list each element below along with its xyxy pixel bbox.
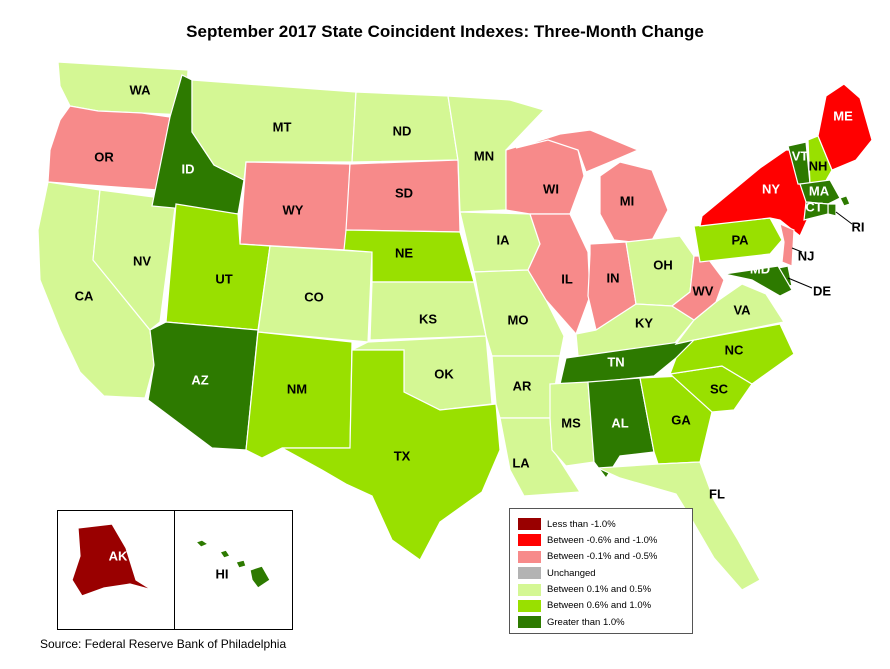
legend-swatch [518,567,541,580]
state-label-wv: WV [693,283,714,298]
state-label-nc: NC [725,342,744,357]
state-label-sd: SD [395,185,413,200]
legend-item: Greater than 1.0% [518,614,684,630]
state-label-wy: WY [283,202,304,217]
state-label-ky: KY [635,315,653,330]
state-nh [807,135,833,185]
state-nj [779,222,795,267]
state-ma [799,179,841,205]
state-label-nh: NH [809,158,828,173]
legend-label: Less than -1.0% [547,518,616,530]
inset-divider [174,510,175,630]
state-me [817,83,873,171]
state-label-az: AZ [191,372,208,387]
state-label-il: IL [561,271,573,286]
state-ny [699,149,809,237]
source-note: Source: Federal Reserve Bank of Philadel… [40,637,287,651]
legend-label: Greater than 1.0% [547,616,625,628]
state-label-nj: NJ [798,248,815,263]
state-md [723,265,793,297]
legend-label: Between -0.6% and -1.0% [547,534,658,546]
state-label-ca: CA [75,288,94,303]
state-label-al: AL [611,415,628,430]
state-label-mo: MO [508,312,529,327]
state-tx [281,349,501,561]
state-label-me: ME [833,108,853,123]
state-label-tx: TX [394,448,411,463]
state-label-vt: VT [792,148,809,163]
state-label-ri: RI [852,219,865,234]
state-label-va: VA [733,302,751,317]
state-wv [670,255,725,321]
state-or [47,105,171,191]
state-label-ak: AK [109,548,128,563]
legend-label: Between 0.1% and 0.5% [547,584,652,596]
state-label-ok: OK [434,366,454,381]
inset-frame [57,510,293,630]
state-label-wi: WI [543,181,559,196]
state-label-or: OR [94,149,114,164]
leader-line-ri [835,211,853,225]
state-label-ny: NY [762,181,780,196]
state-fl [597,461,761,591]
state-wi [505,137,585,215]
state-label-ia: IA [497,232,511,247]
legend-swatch [518,583,541,596]
legend-item: Between 0.1% and 0.5% [518,582,684,598]
state-ak [71,523,153,597]
legend-item: Less than -1.0% [518,516,684,532]
legend-label: Between -0.1% and -0.5% [547,551,658,563]
state-mi [515,129,669,245]
state-label-ga: GA [671,412,691,427]
state-label-id: ID [182,161,195,176]
state-ct [803,201,829,221]
state-label-sc: SC [710,381,729,396]
state-label-hi: HI [216,566,229,581]
legend-swatch [518,550,541,563]
legend-item: Unchanged [518,565,684,581]
map-title: September 2017 State Coincident Indexes:… [186,22,704,41]
state-label-ar: AR [513,378,532,393]
state-label-oh: OH [653,257,673,272]
legend-swatch [518,599,541,612]
state-label-ne: NE [395,245,413,260]
leader-line-nj [791,247,803,253]
state-ma-part [839,189,851,207]
state-label-la: LA [512,455,530,470]
state-label-ms: MS [561,415,581,430]
state-label-ct: CT [805,199,822,214]
state-label-ks: KS [419,311,437,326]
legend-item: Between -0.1% and -0.5% [518,549,684,565]
state-label-de: DE [813,283,831,298]
state-label-ut: UT [215,271,232,286]
state-ri [827,203,837,217]
state-label-mt: MT [273,119,292,134]
legend-swatch [518,518,541,530]
state-label-nv: NV [133,253,151,268]
state-label-co: CO [304,289,324,304]
state-label-nd: ND [393,123,412,138]
legend-label: Between 0.6% and 1.0% [547,600,652,612]
state-label-ma: MA [809,183,830,198]
state-label-mn: MN [474,148,494,163]
leader-line-de [787,277,813,289]
legend-swatch [518,616,541,629]
state-label-nm: NM [287,381,307,396]
state-label-tn: TN [607,354,624,369]
state-label-in: IN [607,270,620,285]
state-label-wa: WA [130,82,152,97]
state-hi [194,539,271,589]
state-label-fl: FL [709,486,725,501]
legend-label: Unchanged [547,567,596,579]
state-label-md: MD [750,261,770,276]
legend-item: Between 0.6% and 1.0% [518,598,684,614]
state-label-pa: PA [731,232,749,247]
legend: Less than -1.0% Between -0.6% and -1.0% Be… [509,508,693,634]
legend-swatch [518,534,541,547]
legend-item: Between -0.6% and -1.0% [518,532,684,548]
state-label-mi: MI [620,193,634,208]
